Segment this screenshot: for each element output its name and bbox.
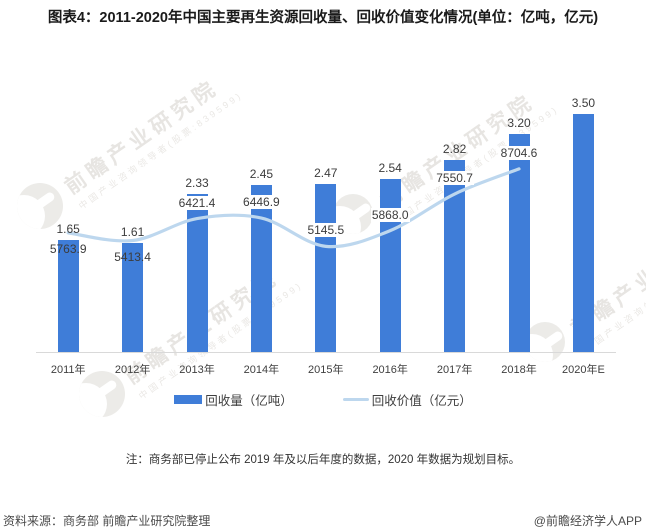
bar [250,185,272,352]
legend-bar-label: 回收量（亿吨） [205,394,293,408]
line-value-label: 6446.9 [242,195,281,210]
line-value-label: 7550.7 [435,171,474,185]
x-axis-label: 2020年E [561,364,605,376]
bar-value-label: 3.20 [507,116,531,131]
x-axis-label: 2016年 [372,364,408,376]
bar [122,242,144,352]
line-value-label: 5413.4 [114,249,151,264]
legend-item-bar: 回收量（亿吨） [174,390,293,409]
bar [444,160,466,352]
line-series [66,167,521,249]
x-axis-label: 2011年 [50,364,86,376]
credit-text: @前瞻经济学人APP [533,514,642,528]
note-text: 注：商务部已停止公布 2019 年及以后年度的数据，2020 年数据为规划目标。 [125,454,521,466]
line-value-label: 6421.4 [177,195,217,210]
line-value-label: 5868.0 [370,207,410,222]
x-axis-label: 2014年 [243,364,280,376]
bar-value-label: 1.61 [120,224,145,239]
bar [186,193,208,352]
bar-value-label: 2.47 [314,166,338,181]
bar-swatch-icon [174,395,203,404]
bar [572,114,594,352]
bar [57,239,79,352]
bar-value-label: 1.65 [56,221,80,236]
x-axis-line [36,352,616,353]
legend: 回收量（亿吨） 回收价值（亿元） [0,390,646,409]
bar [508,134,530,352]
line-value-label: 8704.6 [499,145,539,160]
legend-item-line: 回收价值（亿元） [342,390,472,409]
bar [379,179,401,352]
source-text: 资料来源：商务部 前瞻产业研究院整理 [3,514,211,528]
line-swatch-icon [342,398,369,401]
bar-value-label: 2.82 [442,142,467,157]
line-value-label: 5145.5 [306,223,346,238]
x-axis-label: 2015年 [308,364,344,376]
line-value-label: 5763.9 [49,241,87,256]
legend-line-label: 回收价值（亿元） [371,394,472,408]
page-title: 图表4：2011-2020年中国主要再生资源回收量、回收价值变化情况(单位：亿吨… [47,10,599,26]
bar-value-label: 2.54 [378,161,402,176]
bar-value-label: 2.45 [249,167,274,182]
bar-value-label: 2.33 [185,175,209,190]
x-axis-label: 2013年 [179,364,215,376]
x-axis-label: 2017年 [436,364,473,376]
x-axis-label: 2018年 [501,364,537,376]
bar-value-label: 3.50 [571,96,596,110]
